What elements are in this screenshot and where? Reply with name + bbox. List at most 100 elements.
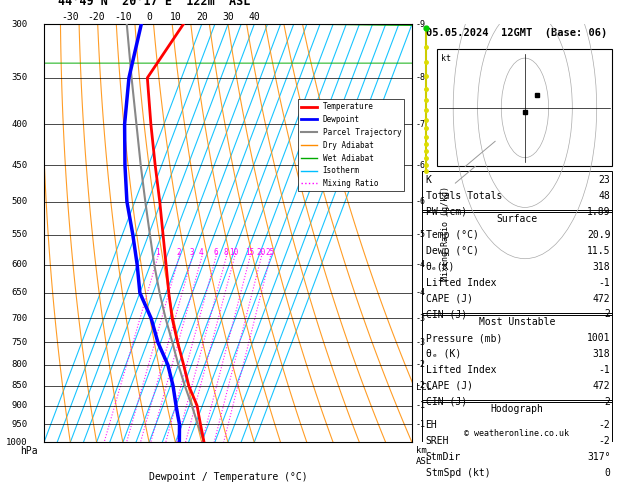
Text: Dewp (°C): Dewp (°C) [426, 246, 479, 256]
Text: 300: 300 [11, 20, 28, 29]
Text: Temp (°C): Temp (°C) [426, 230, 479, 240]
Text: Dewpoint / Temperature (°C): Dewpoint / Temperature (°C) [148, 471, 308, 482]
Text: 1: 1 [155, 248, 160, 257]
Text: Lifted Index: Lifted Index [426, 365, 496, 375]
Text: 500: 500 [11, 197, 28, 206]
Text: Lifted Index: Lifted Index [426, 278, 496, 288]
Text: Totals Totals: Totals Totals [426, 191, 502, 201]
Text: EH: EH [426, 420, 437, 430]
Text: 450: 450 [11, 160, 28, 170]
Text: 44°49'N  20°17'E  122m  ASL: 44°49'N 20°17'E 122m ASL [58, 0, 250, 8]
Text: -2: -2 [599, 436, 611, 446]
Text: 4: 4 [199, 248, 204, 257]
Text: Pressure (mb): Pressure (mb) [426, 333, 502, 343]
Text: 600: 600 [11, 260, 28, 269]
Text: -1: -1 [416, 420, 426, 429]
Text: 700: 700 [11, 314, 28, 323]
Text: -4: -4 [416, 260, 426, 269]
Text: θₑ (K): θₑ (K) [426, 349, 461, 359]
Bar [421, 313, 613, 402]
Text: -30: -30 [62, 12, 79, 22]
Text: -2: -2 [416, 360, 426, 369]
Text: -6: -6 [416, 160, 426, 170]
Text: 850: 850 [11, 382, 28, 390]
Text: K: K [426, 175, 431, 185]
Text: 750: 750 [11, 338, 28, 347]
Text: Hodograph: Hodograph [491, 404, 543, 414]
Text: 2: 2 [604, 397, 611, 406]
Text: 20: 20 [256, 248, 265, 257]
Text: 20.9: 20.9 [587, 230, 611, 240]
Text: Surface: Surface [496, 214, 538, 224]
Text: 25: 25 [265, 248, 274, 257]
Text: -8: -8 [416, 73, 426, 82]
Text: -4: -4 [416, 288, 426, 297]
Text: 317°: 317° [587, 452, 611, 462]
Text: -3: -3 [416, 338, 426, 347]
Text: 10: 10 [170, 12, 181, 22]
Text: -10: -10 [114, 12, 131, 22]
Bar [421, 400, 613, 473]
Text: CAPE (J): CAPE (J) [426, 294, 472, 304]
Text: 1001: 1001 [587, 333, 611, 343]
Text: © weatheronline.co.uk: © weatheronline.co.uk [464, 429, 569, 438]
Bar [437, 50, 613, 166]
Text: km
ASL: km ASL [416, 447, 431, 466]
Text: 23: 23 [599, 175, 611, 185]
Text: -2: -2 [416, 382, 426, 390]
Text: -1: -1 [416, 401, 426, 410]
Text: 318: 318 [593, 262, 611, 272]
Text: -9: -9 [416, 20, 426, 29]
Text: 900: 900 [11, 401, 28, 410]
Text: 2: 2 [604, 310, 611, 319]
Text: -3: -3 [416, 314, 426, 323]
Text: CIN (J): CIN (J) [426, 397, 467, 406]
Text: 8: 8 [223, 248, 228, 257]
Text: StmSpd (kt): StmSpd (kt) [426, 468, 490, 478]
Text: θₑ(K): θₑ(K) [426, 262, 455, 272]
Text: 0: 0 [604, 468, 611, 478]
Legend: Temperature, Dewpoint, Parcel Trajectory, Dry Adiabat, Wet Adiabat, Isotherm, Mi: Temperature, Dewpoint, Parcel Trajectory… [298, 99, 404, 191]
Text: SREH: SREH [426, 436, 449, 446]
Text: 650: 650 [11, 288, 28, 297]
Text: PW (cm): PW (cm) [426, 207, 467, 217]
Text: hPa: hPa [20, 447, 38, 456]
Text: 20: 20 [196, 12, 208, 22]
Text: -7: -7 [416, 120, 426, 129]
Text: kt: kt [442, 53, 452, 63]
Text: 0: 0 [146, 12, 152, 22]
Text: CIN (J): CIN (J) [426, 310, 467, 319]
Text: 318: 318 [593, 349, 611, 359]
Text: CAPE (J): CAPE (J) [426, 381, 472, 391]
Text: 05.05.2024  12GMT  (Base: 06): 05.05.2024 12GMT (Base: 06) [426, 29, 608, 38]
Text: 950: 950 [11, 420, 28, 429]
Text: -1: -1 [599, 278, 611, 288]
Text: 15: 15 [245, 248, 254, 257]
Text: 800: 800 [11, 360, 28, 369]
Text: 1000: 1000 [6, 438, 28, 447]
Text: 550: 550 [11, 230, 28, 239]
Text: 48: 48 [599, 191, 611, 201]
Text: 1.89: 1.89 [587, 207, 611, 217]
Text: 472: 472 [593, 381, 611, 391]
Text: -20: -20 [88, 12, 106, 22]
Text: 400: 400 [11, 120, 28, 129]
Text: 2: 2 [176, 248, 181, 257]
Bar [421, 171, 613, 212]
Text: 10: 10 [230, 248, 238, 257]
Text: LCL: LCL [416, 382, 431, 392]
Text: 30: 30 [222, 12, 234, 22]
Text: -1: -1 [599, 365, 611, 375]
Text: -2: -2 [599, 420, 611, 430]
Text: StmDir: StmDir [426, 452, 461, 462]
Bar [421, 210, 613, 315]
Text: 11.5: 11.5 [587, 246, 611, 256]
Text: 3: 3 [189, 248, 194, 257]
Text: Mixing Ratio (g/kg): Mixing Ratio (g/kg) [440, 186, 450, 281]
Text: 6: 6 [213, 248, 218, 257]
Text: -5: -5 [416, 230, 426, 239]
Text: 350: 350 [11, 73, 28, 82]
Text: Most Unstable: Most Unstable [479, 317, 555, 327]
Text: 40: 40 [248, 12, 260, 22]
Text: 472: 472 [593, 294, 611, 304]
